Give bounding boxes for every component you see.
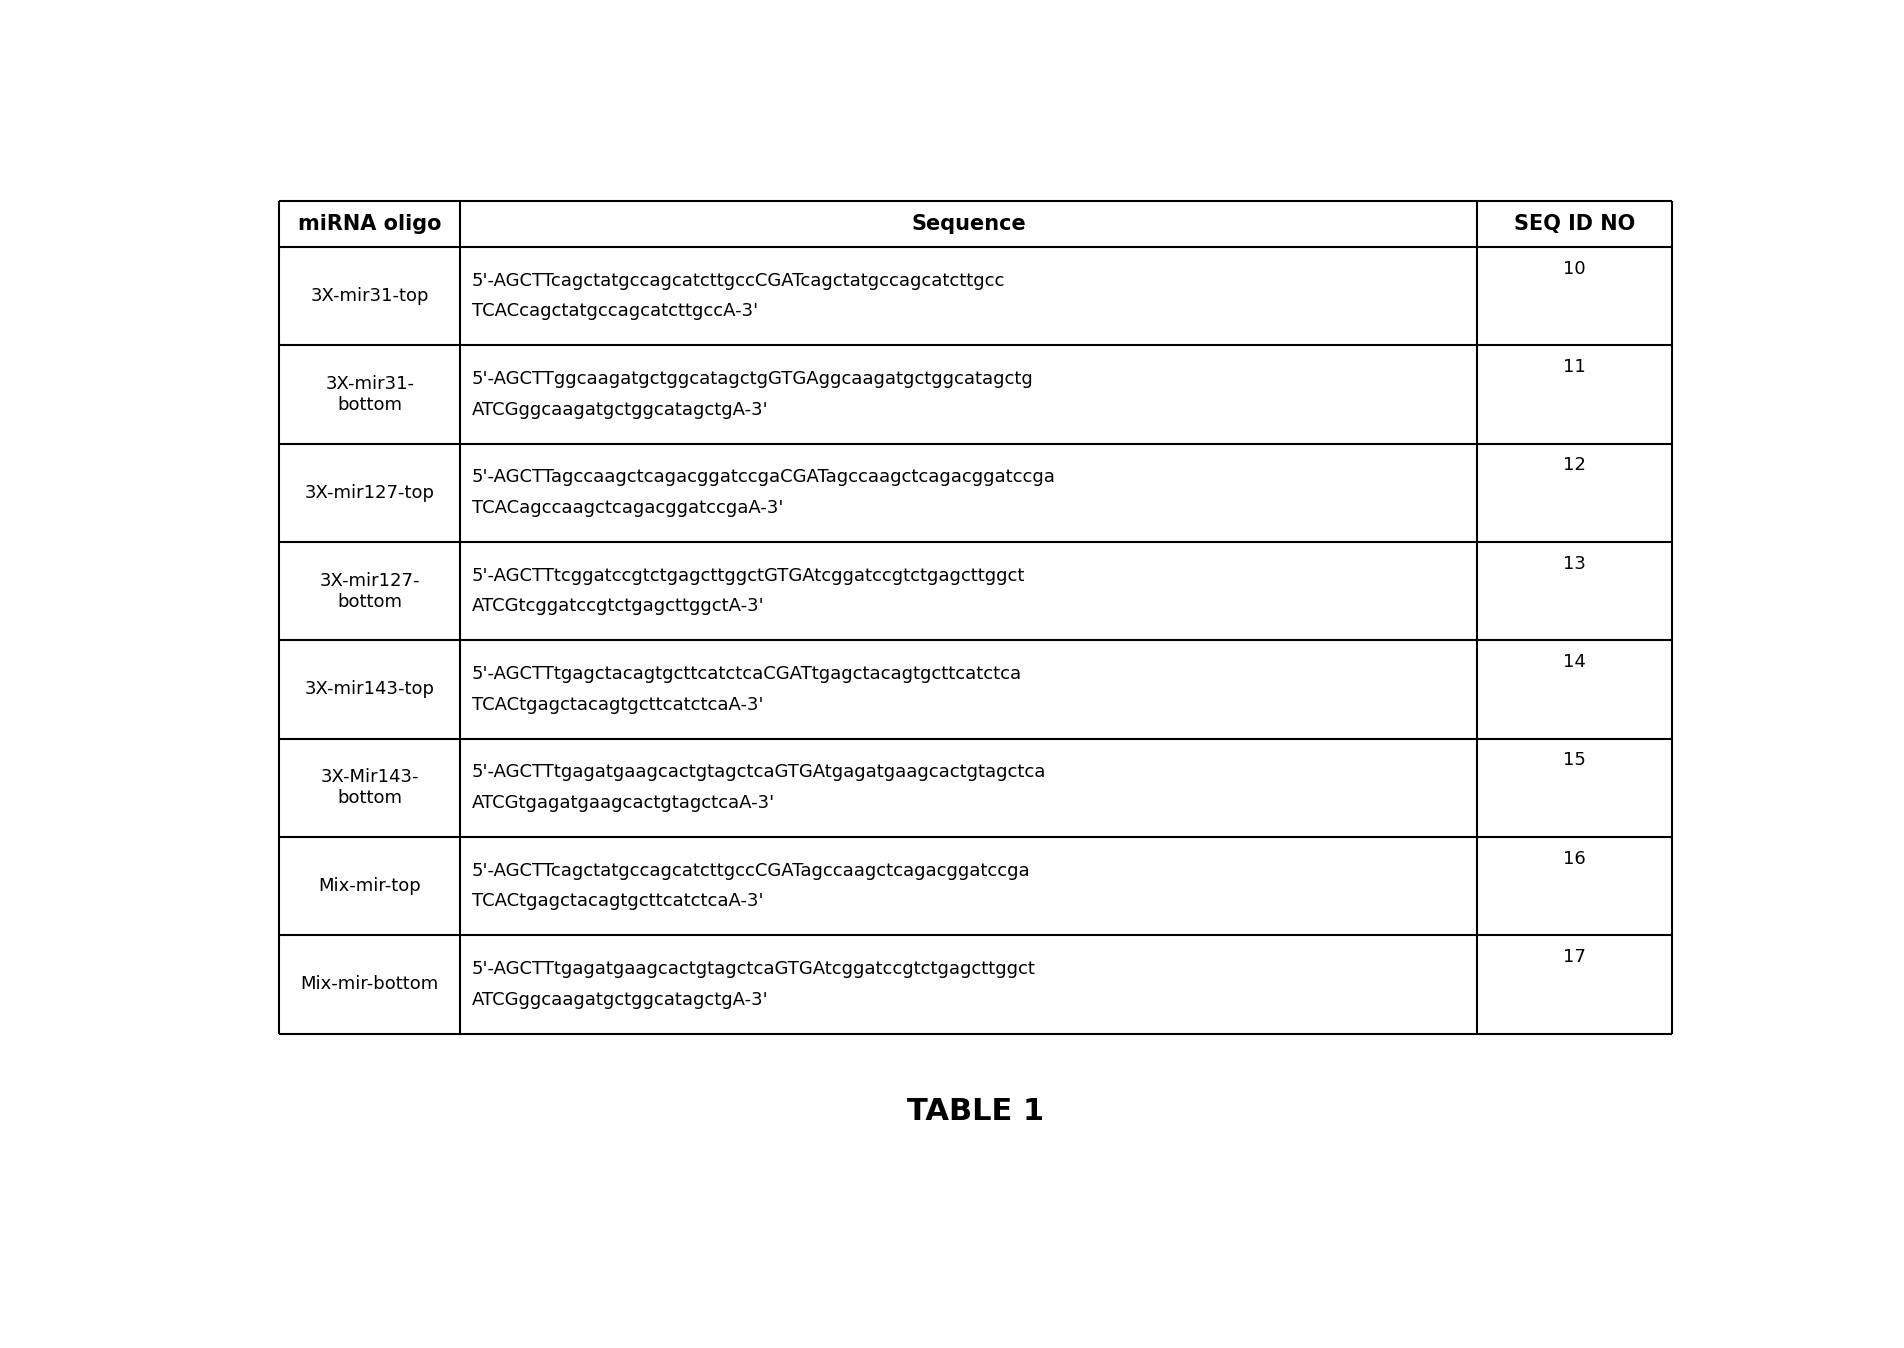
Text: 5'-AGCTTtcggatccgtctgagcttggctGTGAtcggatccgtctgagcttggct: 5'-AGCTTtcggatccgtctgagcttggctGTGAtcggat… xyxy=(472,566,1024,585)
Text: TCACtgagctacagtgcttcatctcaA-3': TCACtgagctacagtgcttcatctcaA-3' xyxy=(472,696,764,714)
Text: 12: 12 xyxy=(1563,456,1586,474)
Text: 5'-AGCTTcagctatgccagcatcttgccCGATagccaagctcagacggatccga: 5'-AGCTTcagctatgccagcatcttgccCGATagccaag… xyxy=(472,861,1030,880)
Text: 17: 17 xyxy=(1563,948,1586,967)
Text: 13: 13 xyxy=(1563,554,1586,573)
Text: 3X-mir31-top: 3X-mir31-top xyxy=(310,287,428,305)
Text: 3X-mir31-
bottom: 3X-mir31- bottom xyxy=(326,375,415,414)
Text: ATCGggcaagatgctggcatagctgA-3': ATCGggcaagatgctggcatagctgA-3' xyxy=(472,400,767,419)
Text: ATCGggcaagatgctggcatagctgA-3': ATCGggcaagatgctggcatagctgA-3' xyxy=(472,991,767,1008)
Text: 15: 15 xyxy=(1563,751,1586,770)
Text: 10: 10 xyxy=(1563,260,1586,278)
Text: 14: 14 xyxy=(1563,652,1586,671)
Text: TABLE 1: TABLE 1 xyxy=(906,1097,1045,1126)
Text: 11: 11 xyxy=(1563,359,1586,376)
Text: 16: 16 xyxy=(1563,849,1586,868)
Text: 3X-Mir143-
bottom: 3X-Mir143- bottom xyxy=(320,768,419,807)
Text: ATCGtcggatccgtctgagcttggctA-3': ATCGtcggatccgtctgagcttggctA-3' xyxy=(472,597,764,616)
Text: Mix-mir-top: Mix-mir-top xyxy=(318,878,421,895)
Text: 3X-mir143-top: 3X-mir143-top xyxy=(305,681,434,698)
Text: miRNA oligo: miRNA oligo xyxy=(299,214,442,235)
Text: TCACagccaagctcagacggatccgaA-3': TCACagccaagctcagacggatccgaA-3' xyxy=(472,499,783,518)
Text: 5'-AGCTTggcaagatgctggcatagctgGTGAggcaagatgctggcatagctg: 5'-AGCTTggcaagatgctggcatagctgGTGAggcaaga… xyxy=(472,371,1034,388)
Text: TCACcagctatgccagcatcttgccA-3': TCACcagctatgccagcatcttgccA-3' xyxy=(472,302,758,321)
Text: 5'-AGCTTagccaagctcagacggatccgaCGATagccaagctcagacggatccga: 5'-AGCTTagccaagctcagacggatccgaCGATagccaa… xyxy=(472,469,1055,487)
Text: SEQ ID NO: SEQ ID NO xyxy=(1514,214,1636,235)
Text: TCACtgagctacagtgcttcatctcaA-3': TCACtgagctacagtgcttcatctcaA-3' xyxy=(472,892,764,910)
Text: 5'-AGCTTcagctatgccagcatcttgccCGATcagctatgccagcatcttgcc: 5'-AGCTTcagctatgccagcatcttgccCGATcagctat… xyxy=(472,272,1005,290)
Text: 5'-AGCTTtgagatgaagcactgtagctcaGTGAtgagatgaagcactgtagctca: 5'-AGCTTtgagatgaagcactgtagctcaGTGAtgagat… xyxy=(472,763,1045,782)
Text: Mix-mir-bottom: Mix-mir-bottom xyxy=(301,976,440,993)
Text: 3X-mir127-top: 3X-mir127-top xyxy=(305,484,434,501)
Text: 5'-AGCTTtgagctacagtgcttcatctcaCGATtgagctacagtgcttcatctca: 5'-AGCTTtgagctacagtgcttcatctcaCGATtgagct… xyxy=(472,665,1022,683)
Text: 5'-AGCTTtgagatgaagcactgtagctcaGTGAtcggatccgtctgagcttggct: 5'-AGCTTtgagatgaagcactgtagctcaGTGAtcggat… xyxy=(472,960,1036,979)
Text: Sequence: Sequence xyxy=(912,214,1026,235)
Text: ATCGtgagatgaagcactgtagctcaA-3': ATCGtgagatgaagcactgtagctcaA-3' xyxy=(472,794,775,811)
Text: 3X-mir127-
bottom: 3X-mir127- bottom xyxy=(320,572,421,611)
